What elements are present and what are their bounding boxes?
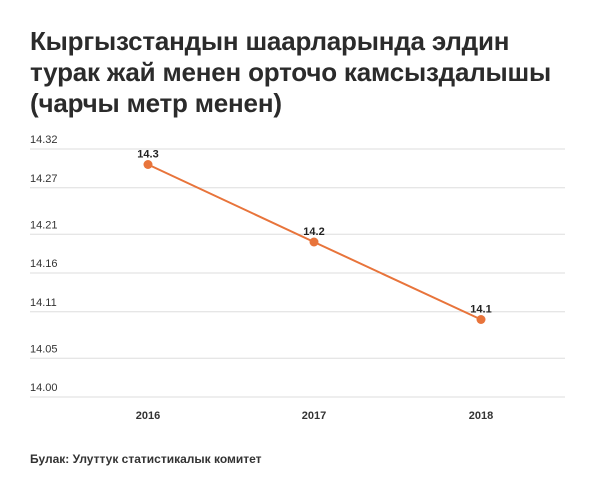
- y-tick-label: 14.11: [30, 297, 57, 309]
- data-point[interactable]: [476, 315, 486, 324]
- chart-title: Кыргызстандын шаарларында элдин турак жа…: [30, 26, 590, 119]
- x-tick-label: 2016: [136, 410, 160, 422]
- data-label: 14.1: [470, 304, 491, 316]
- y-tick-label: 14.00: [30, 382, 58, 394]
- y-tick-label: 14.32: [30, 134, 58, 146]
- chart-gridlines: [30, 148, 565, 398]
- data-point[interactable]: [309, 237, 319, 247]
- data-point[interactable]: [143, 160, 153, 169]
- x-axis-ticks: 2016 2017 2018: [136, 410, 493, 422]
- data-labels: 14.3 14.2 14.1: [137, 149, 491, 316]
- chart-title-line-1: Кыргызстандын шаарларында элдин: [30, 26, 510, 56]
- chart-title-line-2: турак жай менен орточо камсыздалышы: [30, 57, 552, 87]
- x-tick-label: 2018: [469, 410, 493, 422]
- source-note: Булак: Улуттук статистикалык комитет: [30, 452, 262, 466]
- chart-title-line-3: (чарчы метр менен): [30, 88, 282, 118]
- data-label: 14.2: [303, 226, 324, 238]
- y-tick-label: 14.21: [30, 219, 58, 231]
- y-tick-label: 14.16: [30, 258, 58, 270]
- data-points: [143, 160, 486, 324]
- data-label: 14.3: [137, 149, 158, 161]
- y-axis-ticks: 14.32 14.27 14.21 14.16 14.11 14.05 14.00: [30, 134, 58, 394]
- x-tick-label: 2017: [302, 410, 326, 422]
- y-tick-label: 14.27: [30, 173, 58, 185]
- y-tick-label: 14.05: [30, 343, 58, 355]
